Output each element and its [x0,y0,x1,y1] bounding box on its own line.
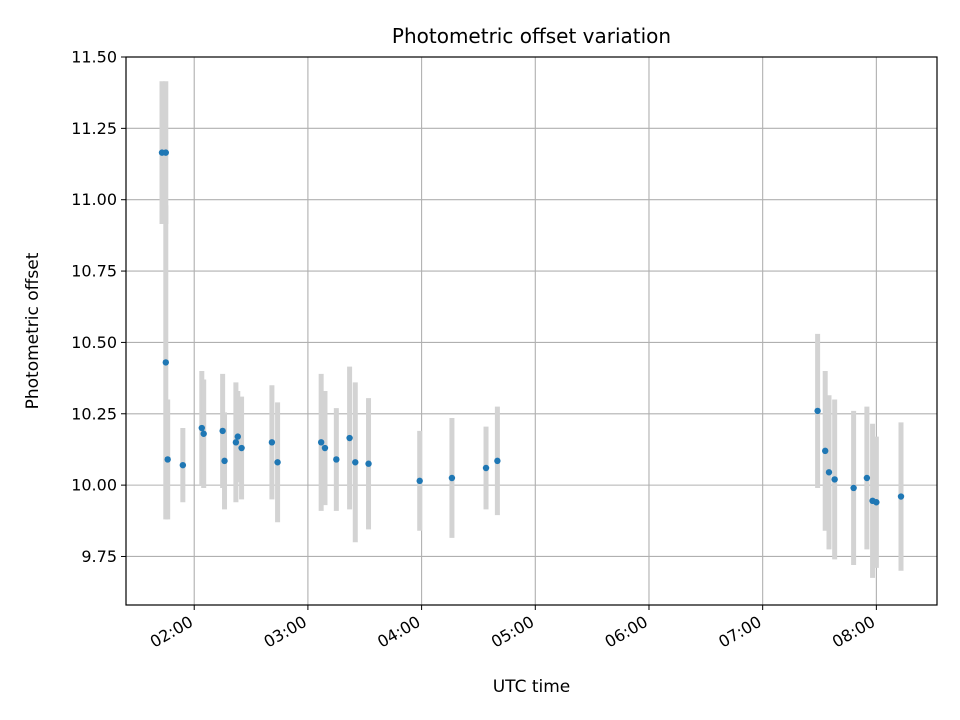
data-point [448,474,456,482]
data-point [268,439,276,446]
y-axis: 9.75 10.00 10.25 10.50 10.75 11.00 11.25 11.50 [71,48,126,566]
chart-title: Photometric offset variation [392,24,671,48]
data-point [825,469,833,476]
data-point [164,456,171,463]
data-point [333,456,340,463]
data-point [317,439,325,446]
y-tick-label: 10.00 [71,476,117,495]
x-axis-title: UTC time [493,677,571,697]
data-point [863,474,871,482]
data-point [831,476,838,483]
data-point [162,359,169,366]
y-tick-label: 10.50 [71,333,117,352]
y-tick-label: 10.75 [71,262,117,281]
data-point [416,477,423,485]
y-tick-label: 11.00 [71,190,117,209]
data-point [179,461,187,469]
data-point [352,459,359,466]
data-point [221,457,228,465]
data-point [162,149,169,156]
data-point [238,444,245,452]
plot-frame [125,56,938,606]
data-point [482,464,490,472]
data-point [822,447,829,455]
data-point [897,493,905,500]
data-point [274,459,281,466]
data-point [321,444,329,452]
data-point [873,499,880,506]
data-point [232,439,240,446]
y-tick-label: 10.25 [71,404,117,423]
y-tick-label: 9.75 [81,547,117,566]
data-point [198,424,205,432]
y-tick-label: 11.50 [71,48,117,67]
data-point [234,433,241,440]
data-point [346,434,353,442]
data-point [365,460,372,467]
data-point [850,484,857,492]
data-point [494,457,501,465]
data-point [200,430,207,437]
y-tick-label: 11.25 [71,119,117,138]
data-point [814,407,821,415]
data-points [158,149,905,506]
y-axis-title: Photometric offset [23,252,43,409]
plot-area [126,57,937,605]
data-point [219,427,226,435]
